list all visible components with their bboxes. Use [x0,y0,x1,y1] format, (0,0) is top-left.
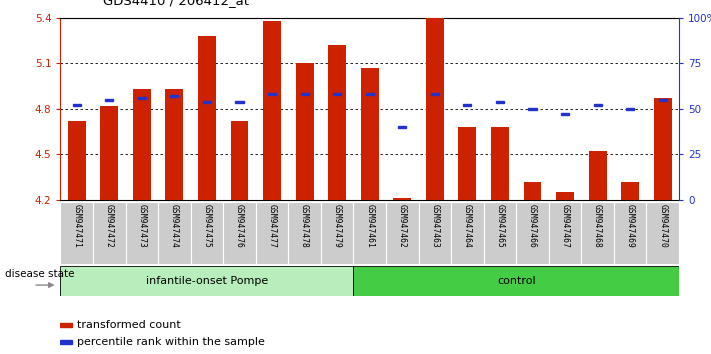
Text: GSM947466: GSM947466 [528,204,537,247]
Bar [528,108,537,110]
Bar [451,202,483,264]
Text: GSM947468: GSM947468 [593,204,602,247]
Bar [105,99,113,101]
Bar [483,202,516,264]
Bar [646,202,679,264]
Bar [268,93,276,95]
Bar [582,202,614,264]
Bar [73,104,81,106]
Bar [333,93,341,95]
Text: GSM947467: GSM947467 [560,204,570,247]
Bar [464,104,471,106]
Bar [296,63,314,200]
Bar [191,202,223,264]
Bar [289,202,321,264]
Bar [654,98,672,200]
Bar [556,193,574,200]
Bar [93,202,126,264]
Bar [133,89,151,200]
Bar [68,121,85,200]
Bar [203,101,211,103]
Bar [431,93,439,95]
Text: GSM947476: GSM947476 [235,204,244,247]
Text: GSM947470: GSM947470 [658,204,667,247]
Bar [60,340,72,343]
Text: GSM947465: GSM947465 [496,204,504,247]
Text: GSM947477: GSM947477 [267,204,277,247]
Text: GSM947474: GSM947474 [170,204,179,247]
Bar [360,68,379,200]
Bar [594,104,602,106]
Bar [223,202,256,264]
Text: GDS4410 / 206412_at: GDS4410 / 206412_at [103,0,249,7]
Bar [621,182,639,200]
Text: GSM947469: GSM947469 [626,204,635,247]
Bar [198,36,216,200]
Bar [419,202,451,264]
Bar [459,127,476,200]
Text: GSM947471: GSM947471 [73,204,81,247]
Bar [496,101,504,103]
Text: transformed count: transformed count [77,320,181,330]
Text: GSM947472: GSM947472 [105,204,114,247]
Text: control: control [497,275,535,286]
Bar [491,127,509,200]
Bar [321,202,353,264]
Bar [235,101,244,103]
Bar [166,89,183,200]
Text: GSM947475: GSM947475 [203,204,211,247]
Bar [614,202,646,264]
Bar [658,99,667,101]
Bar [516,202,549,264]
Bar [393,199,411,200]
Bar [353,202,386,264]
Bar [126,202,158,264]
Text: GSM947473: GSM947473 [137,204,146,247]
Bar [328,45,346,200]
Text: GSM947463: GSM947463 [430,204,439,247]
Bar [230,121,248,200]
Bar [523,182,542,200]
Bar [256,202,289,264]
Bar [138,97,146,99]
Bar [626,108,634,110]
Bar [398,126,407,128]
Bar [589,152,606,200]
Text: GSM947478: GSM947478 [300,204,309,247]
Text: GSM947479: GSM947479 [333,204,342,247]
Bar [301,93,309,95]
Bar [60,266,353,296]
Bar [426,18,444,200]
Text: infantile-onset Pompe: infantile-onset Pompe [146,275,268,286]
Bar [365,93,374,95]
Bar [549,202,582,264]
Bar [60,202,93,264]
Text: disease state: disease state [5,269,75,279]
Bar [158,202,191,264]
Text: percentile rank within the sample: percentile rank within the sample [77,337,264,347]
Bar [353,266,679,296]
Bar [171,95,178,97]
Text: GSM947462: GSM947462 [397,204,407,247]
Text: GSM947464: GSM947464 [463,204,472,247]
Bar [386,202,419,264]
Bar [561,113,569,115]
Bar [60,323,72,326]
Bar [263,21,281,200]
Bar [100,106,118,200]
Text: GSM947461: GSM947461 [365,204,374,247]
